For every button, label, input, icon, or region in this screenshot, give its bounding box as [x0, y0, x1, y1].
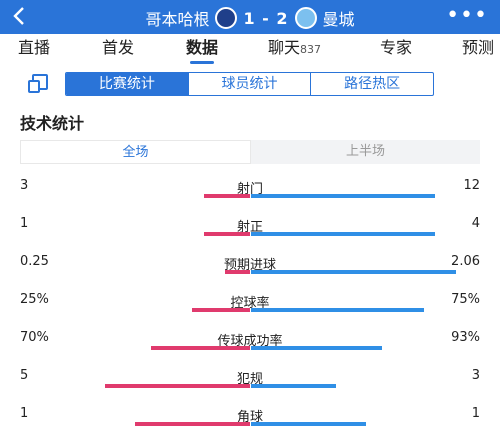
score: 1 - 2 — [243, 8, 289, 28]
subtab-player-stats[interactable]: 球员统计 — [189, 73, 312, 95]
stats-subnav: 比赛统计 球员统计 路径热区 — [0, 64, 500, 104]
stat-row: 5 犯规 3 — [20, 368, 480, 402]
stat-away-value: 3 — [471, 368, 480, 383]
away-team-name: 曼城 — [322, 10, 355, 29]
stat-away-value: 4 — [471, 216, 480, 231]
stat-row: 1 射正 4 — [20, 216, 480, 250]
stat-row: 0.25 预期进球 2.06 — [20, 254, 480, 288]
stat-home-value: 1 — [20, 406, 29, 421]
stat-home-bar — [105, 384, 250, 388]
stat-away-value: 75% — [451, 292, 480, 307]
stat-away-value: 93% — [451, 330, 480, 345]
match-title: 哥本哈根 1 - 2 曼城 — [100, 7, 400, 29]
stat-home-value: 25% — [20, 292, 49, 307]
stat-away-value: 12 — [463, 178, 480, 193]
stat-away-bar — [251, 232, 435, 236]
period-toggle: 全场 上半场 — [20, 140, 480, 164]
back-button[interactable] — [12, 5, 26, 32]
stat-home-bar — [204, 232, 250, 236]
tab-lineup-label: 首发 — [102, 38, 135, 57]
stat-name: 射正 — [236, 220, 263, 235]
stat-home-value: 70% — [20, 330, 49, 345]
stat-home-value: 1 — [20, 216, 29, 231]
tab-experts-label: 专家 — [380, 38, 413, 57]
stat-away-value: 1 — [471, 406, 480, 421]
chat-count: 837 — [300, 43, 322, 56]
stat-home-value: 0.25 — [20, 254, 49, 269]
stat-name: 犯规 — [236, 372, 263, 387]
away-team-badge-icon — [294, 7, 317, 29]
copy-icon[interactable] — [28, 74, 48, 93]
stat-row: 25% 控球率 75% — [20, 292, 480, 326]
stat-away-bar — [251, 346, 382, 350]
tab-stats[interactable]: 数据 — [186, 34, 218, 64]
stat-home-bar — [151, 346, 250, 350]
stat-name: 控球率 — [230, 296, 270, 311]
tab-predict-label: 预测 — [462, 38, 495, 57]
tab-stats-label: 数据 — [186, 38, 219, 57]
tab-predict[interactable]: 预测 — [462, 34, 494, 64]
stat-row: 3 射门 12 — [20, 178, 480, 212]
stat-home-bar — [135, 422, 250, 426]
tab-live[interactable]: 直播 — [18, 34, 50, 64]
tab-live-label: 直播 — [18, 38, 51, 57]
subtab-group: 比赛统计 球员统计 路径热区 — [65, 72, 434, 96]
stat-away-bar — [251, 384, 336, 388]
stat-away-value: 2.06 — [451, 254, 480, 269]
stat-name: 角球 — [236, 410, 263, 425]
stat-home-bar — [192, 308, 250, 312]
tab-chat-label: 聊天 — [268, 38, 301, 57]
subtab-heatmap[interactable]: 路径热区 — [344, 76, 401, 92]
home-team-name: 哥本哈根 — [145, 10, 210, 29]
stat-away-bar — [251, 422, 366, 426]
period-full-match[interactable]: 全场 — [20, 140, 251, 164]
subtab-match-stats[interactable]: 比赛统计 — [66, 73, 189, 95]
stat-away-bar — [251, 194, 435, 198]
tab-lineup[interactable]: 首发 — [102, 34, 134, 64]
stat-home-bar — [204, 194, 250, 198]
match-header: 哥本哈根 1 - 2 曼城 ••• — [0, 0, 500, 34]
stat-home-bar — [225, 270, 250, 274]
stat-away-bar — [251, 270, 456, 274]
more-button[interactable]: ••• — [446, 3, 488, 28]
match-tabs: 直播 首发 数据 聊天837 专家 预测 — [0, 34, 500, 64]
stat-home-value: 3 — [20, 178, 29, 193]
stat-name: 射门 — [236, 182, 263, 197]
stat-name: 传球成功率 — [217, 334, 283, 349]
stat-name: 预期进球 — [223, 258, 276, 273]
stat-home-value: 5 — [20, 368, 29, 383]
chevron-left-icon — [13, 7, 24, 25]
tab-experts[interactable]: 专家 — [380, 34, 412, 64]
stat-away-bar — [251, 308, 424, 312]
section-title: 技术统计 — [20, 114, 85, 133]
stat-row: 1 角球 1 — [20, 406, 480, 440]
tab-chat[interactable]: 聊天837 — [268, 34, 321, 64]
stat-row: 70% 传球成功率 93% — [20, 330, 480, 364]
period-first-half[interactable]: 上半场 — [345, 144, 385, 159]
home-team-badge-icon — [215, 7, 238, 29]
